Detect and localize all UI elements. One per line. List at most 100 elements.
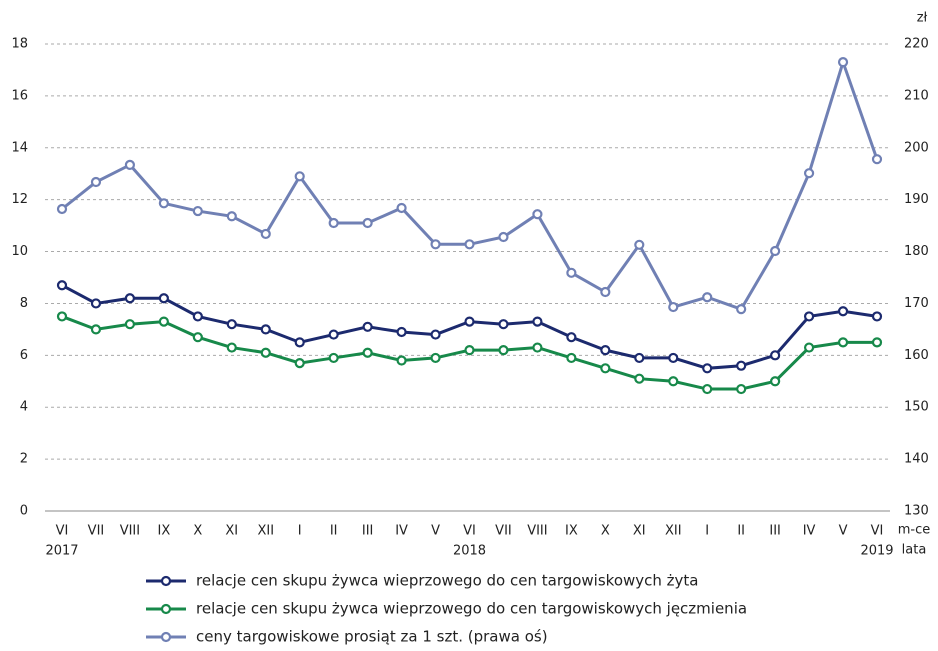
y2-tick-label: 130: [904, 504, 929, 519]
data-point: [566, 267, 577, 278]
x-tick-label: I: [298, 524, 302, 539]
data-point: [430, 239, 441, 250]
y2-tick-label: 160: [904, 348, 929, 363]
data-point: [56, 203, 68, 215]
data-point: [498, 319, 509, 330]
data-point: [362, 321, 373, 332]
data-point: [736, 360, 747, 371]
x-tick-label: X: [601, 524, 610, 539]
data-point: [396, 326, 407, 338]
data-point: [362, 217, 373, 229]
y-tick-label: 8: [20, 296, 28, 311]
y2-tick-label: 190: [904, 192, 929, 207]
x-tick-label: XII: [257, 524, 274, 539]
y2-tick-label: 140: [904, 452, 929, 467]
data-point: [600, 286, 611, 298]
y-tick-label: 14: [11, 140, 28, 155]
x-tick-label: XI: [633, 524, 646, 539]
x-tick-label: II: [330, 524, 338, 539]
data-point: [871, 154, 883, 165]
data-point: [294, 358, 305, 369]
y-tick-label: 16: [11, 88, 28, 103]
data-point: [56, 280, 68, 291]
x-tick-label: III: [769, 524, 781, 539]
x-tick-label: IV: [395, 524, 408, 539]
data-point: [770, 376, 781, 387]
series-line: [61, 283, 878, 370]
y2-tick-label: 200: [904, 140, 929, 155]
data-point: [668, 301, 679, 313]
x-group-label: 2019: [860, 544, 893, 559]
y2-tick-label: 150: [904, 400, 929, 415]
data-point: [158, 293, 169, 304]
x-group-label: 2018: [453, 544, 486, 559]
data-point: [328, 352, 339, 364]
legend-label: relacje cen skupu żywca wieprzowego do c…: [196, 600, 747, 618]
data-point: [430, 352, 441, 364]
data-point: [702, 292, 713, 303]
data-point: [600, 363, 611, 374]
data-point: [226, 342, 237, 353]
data-point: [124, 319, 136, 330]
y-tick-label: 10: [11, 244, 28, 259]
x-tick-label: IX: [565, 524, 578, 539]
y-tick-label: 12: [11, 192, 28, 207]
data-point: [770, 350, 781, 361]
x-axis-label: lata: [902, 543, 927, 558]
data-point: [532, 209, 543, 220]
data-point: [498, 345, 509, 356]
data-point: [600, 345, 611, 356]
data-point: [294, 171, 305, 182]
x-tick-label: III: [362, 524, 374, 539]
data-point: [192, 332, 203, 343]
y-tick-label: 0: [20, 504, 28, 519]
data-point: [871, 311, 883, 322]
data-point: [260, 324, 271, 335]
data-point: [532, 342, 543, 353]
data-point: [90, 298, 102, 309]
data-point: [634, 373, 645, 384]
data-point: [634, 239, 645, 250]
legend-label: ceny targowiskowe prosiąt za 1 szt. (pra…: [196, 628, 548, 646]
data-point: [837, 337, 849, 348]
data-point: [124, 159, 136, 171]
data-point: [803, 168, 815, 179]
x-tick-label: VI: [56, 524, 69, 539]
data-point: [566, 352, 577, 364]
data-point: [294, 337, 305, 348]
data-point: [770, 245, 781, 257]
data-point: [430, 329, 441, 340]
data-point: [328, 217, 339, 229]
data-point: [532, 316, 543, 327]
x-tick-label: VII: [495, 524, 512, 539]
data-point: [464, 345, 475, 356]
x-tick-label: II: [737, 524, 745, 539]
data-point: [90, 324, 102, 335]
y-tick-label: 6: [20, 348, 28, 363]
legend-label: relacje cen skupu żywca wieprzowego do c…: [196, 572, 699, 590]
data-point: [260, 228, 271, 240]
y-tick-label: 18: [11, 37, 28, 52]
data-point: [396, 202, 407, 214]
x-tick-label: X: [193, 524, 202, 539]
data-point: [736, 383, 747, 395]
x-tick-label: V: [839, 524, 848, 539]
y-tick-label: 2: [20, 452, 28, 467]
y2-axis-label: zł: [917, 11, 928, 26]
data-point: [464, 316, 475, 327]
x-tick-label: XII: [665, 524, 682, 539]
x-tick-label: XI: [225, 524, 238, 539]
x-tick-label: VI: [871, 524, 884, 539]
data-point: [498, 231, 509, 243]
x-axis-label: m-ce: [898, 523, 931, 538]
series-line: [61, 57, 879, 311]
x-tick-label: VIII: [120, 524, 140, 539]
data-point: [702, 363, 713, 374]
data-point: [668, 352, 679, 364]
legend-marker: [160, 575, 172, 587]
data-point: [736, 304, 747, 315]
data-point: [803, 342, 815, 353]
y2-tick-label: 210: [904, 88, 929, 103]
legend-marker: [160, 631, 172, 643]
